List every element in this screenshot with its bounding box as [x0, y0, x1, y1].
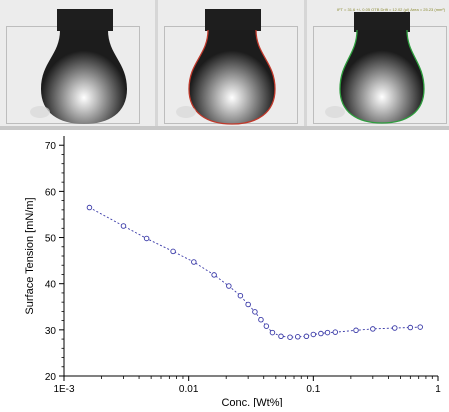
data-point: [318, 330, 324, 337]
data-point: [252, 309, 258, 315]
x-tick-label: 0.1: [306, 384, 320, 395]
data-point: [324, 329, 331, 336]
background-smudge: [30, 106, 50, 118]
data-point: [303, 333, 310, 340]
y-tick-label: 30: [45, 326, 57, 337]
needle: [57, 9, 113, 31]
data-point: [310, 331, 317, 338]
data-point: [191, 259, 197, 265]
needle: [205, 9, 261, 31]
drop-silhouette: [340, 30, 424, 123]
needle: [354, 12, 410, 32]
x-tick-label: 1E-3: [53, 384, 75, 395]
x-tick-label: 0.01: [179, 384, 199, 395]
drop-fit-outline: [188, 29, 276, 125]
series-line: [89, 207, 421, 338]
data-point: [269, 329, 276, 336]
data-point: [211, 272, 217, 278]
data-point: [417, 324, 423, 330]
data-point: [287, 334, 293, 340]
drop-silhouette: [41, 30, 127, 124]
data-point: [226, 283, 232, 289]
y-tick-label: 50: [45, 234, 57, 245]
y-tick-label: 70: [45, 141, 57, 152]
data-point: [370, 326, 376, 332]
drop-panel-2: [158, 0, 304, 126]
data-point: [170, 248, 176, 255]
drop-panel-1: [0, 0, 146, 126]
pendant-drop-image: [30, 9, 127, 124]
pendant-drop-image: [176, 9, 276, 125]
data-point: [245, 301, 251, 308]
panel-divider: [155, 0, 158, 128]
data-point: [258, 316, 264, 323]
data-point: [353, 327, 359, 334]
data-point: [278, 333, 284, 340]
y-tick-label: 60: [45, 187, 57, 198]
chart-area: 20 30 40 50 60 70 1E-3 0.01 0.1 1 Surface Tension…: [0, 132, 449, 409]
plot-area: [64, 136, 438, 376]
panel-divider: [304, 0, 307, 128]
y-axis-label: Surface Tension [mN/m]: [24, 197, 36, 314]
y-tick-label: 20: [45, 372, 57, 383]
x-tick-label: 1: [435, 384, 441, 395]
data-point: [143, 235, 150, 242]
background-smudge: [176, 106, 196, 118]
data-series: [86, 204, 423, 340]
drop-image-strip: IFT = 31.6 +/- 0.05 OTB Drift = 12.02 (μ…: [0, 0, 449, 128]
data-point: [407, 324, 414, 331]
data-point: [86, 204, 93, 211]
y-tick-label: 40: [45, 280, 57, 291]
drop-silhouette: [189, 30, 275, 124]
data-point: [237, 292, 244, 299]
drop-panel-3: IFT = 31.6 +/- 0.05 OTB Drift = 12.02 (μ…: [307, 0, 449, 126]
x-axis-label: Conc. [Wt%]: [221, 397, 282, 407]
background-smudge: [325, 106, 345, 118]
data-point: [332, 329, 339, 335]
data-point: [295, 334, 301, 340]
data-point: [392, 325, 398, 331]
strip-border: [0, 126, 449, 130]
measurement-annotation: IFT = 31.6 +/- 0.05 OTB Drift = 12.02 (μ…: [337, 7, 446, 12]
surface-tension-chart: 20 30 40 50 60 70 1E-3 0.01 0.1 1 Surface Tension…: [24, 136, 441, 409]
drop-fit-outline: [339, 29, 425, 124]
data-point: [120, 223, 127, 229]
data-point: [263, 323, 270, 329]
pendant-drop-image: [325, 12, 425, 124]
